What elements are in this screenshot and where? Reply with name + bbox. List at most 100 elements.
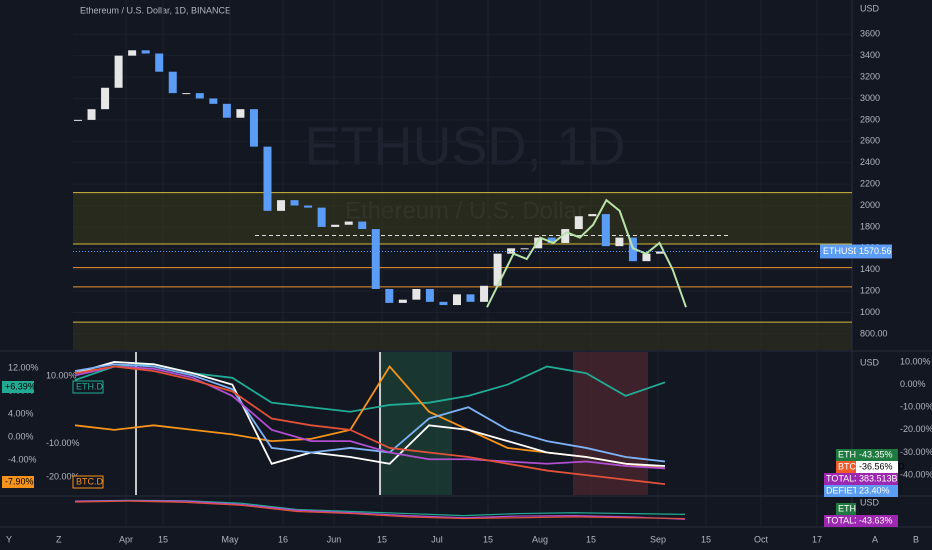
y-tick-label: 1200 (860, 286, 880, 296)
name-tag (72, 380, 104, 394)
candle (290, 200, 299, 206)
watermark: ETHUSD, 1D (304, 116, 625, 176)
y-tick-label: 1000 (860, 307, 880, 317)
series-tag-value: -36.56% (859, 461, 893, 471)
candle (493, 253, 502, 286)
candle (87, 109, 96, 120)
candle (74, 119, 82, 121)
y-tick-label: 2600 (860, 136, 880, 146)
series-tag (856, 461, 898, 473)
candle (547, 237, 556, 243)
candle (588, 214, 597, 217)
time-label: 15 (701, 534, 711, 544)
time-label: May (221, 534, 239, 544)
y-tick-label: 3200 (860, 71, 880, 81)
candle (249, 109, 258, 147)
series-tag-value: 383.513B (859, 473, 898, 483)
candle (236, 109, 245, 118)
candle (642, 253, 651, 262)
time-label: 17 (812, 534, 822, 544)
series-tag-value: -43.35% (859, 449, 893, 459)
y-tick-label: -10.00% (900, 402, 932, 412)
zone (73, 192, 852, 245)
candle (534, 237, 543, 249)
y-tick-label: -4.00% (8, 454, 37, 464)
series-tag-value: 23.40% (859, 485, 890, 495)
name-tag-label: ETH.D (76, 381, 104, 391)
series-tag-value: -43.63% (859, 515, 893, 525)
series-tag (856, 473, 898, 485)
toolbar-button[interactable]: Z (56, 534, 62, 544)
candle (168, 71, 177, 94)
highlight (380, 352, 452, 495)
y-tick-label: 2400 (860, 157, 880, 167)
price-unit: USD (860, 3, 880, 13)
y-tick-label: 1400 (860, 264, 880, 274)
chart-title: Ethereum / U.S. Dollar, 1D, BINANCE (80, 5, 231, 15)
candle (304, 205, 313, 208)
y-tick-label: -10.00% (46, 438, 80, 448)
highlight (573, 352, 648, 495)
candle (128, 50, 137, 56)
candle (439, 301, 448, 306)
candle (195, 93, 204, 99)
y-tick-label: -20.00% (46, 472, 80, 482)
candle (561, 229, 570, 243)
series-line (74, 500, 686, 520)
candle (656, 251, 664, 254)
series-tag-name: TOTAL3 (826, 473, 859, 483)
value-tag-label: +6.39% (5, 381, 36, 391)
candle (317, 207, 326, 227)
candle (358, 221, 367, 230)
series-tag (824, 515, 856, 527)
toolbar-button[interactable]: B (913, 534, 919, 544)
y-tick-label: 0.00% (900, 379, 926, 389)
candle (412, 288, 421, 300)
series-tag (824, 485, 856, 497)
candle (520, 248, 529, 250)
time-label: Aug (532, 534, 548, 544)
name-tag (72, 475, 104, 489)
series-line (74, 365, 666, 486)
series-tag-name: DEFIETH (826, 485, 865, 495)
toolbar-button[interactable]: A (872, 534, 878, 544)
value-tag-label: -7.90% (5, 476, 34, 486)
y-tick-label: 3600 (860, 29, 880, 39)
value-tag (2, 381, 34, 393)
candle (101, 87, 110, 110)
time-label: Jul (431, 534, 443, 544)
series-tag (856, 515, 898, 527)
y-tick-label: 3400 (860, 50, 880, 60)
y-tick-label: 2200 (860, 178, 880, 188)
time-label: Apr (119, 534, 133, 544)
candle (222, 103, 231, 118)
price-tag (856, 244, 892, 259)
time-label: 16 (278, 534, 288, 544)
series-line (74, 363, 666, 463)
series-line (74, 361, 666, 467)
candle (425, 288, 434, 302)
candle (141, 50, 150, 54)
time-label: Oct (754, 534, 769, 544)
candle (344, 221, 353, 225)
y-tick-label: 0.00% (8, 431, 34, 441)
y-tick-label: 4.00% (8, 408, 34, 418)
toolbar-button[interactable]: Y (6, 534, 12, 544)
y-tick-label: 2000 (860, 200, 880, 210)
y-tick-label: 800.00 (860, 328, 888, 338)
candle (385, 288, 394, 303)
candle (277, 200, 286, 211)
y-tick-label: 2800 (860, 114, 880, 124)
y-tick-label: 10.00% (900, 356, 931, 366)
candle (263, 146, 272, 211)
candle (574, 216, 583, 230)
candle (209, 98, 218, 104)
candle (331, 224, 340, 227)
time-label: 15 (158, 534, 168, 544)
candle (371, 229, 380, 289)
candle (466, 294, 475, 302)
value-tag (2, 476, 34, 488)
series-tag (836, 449, 856, 461)
